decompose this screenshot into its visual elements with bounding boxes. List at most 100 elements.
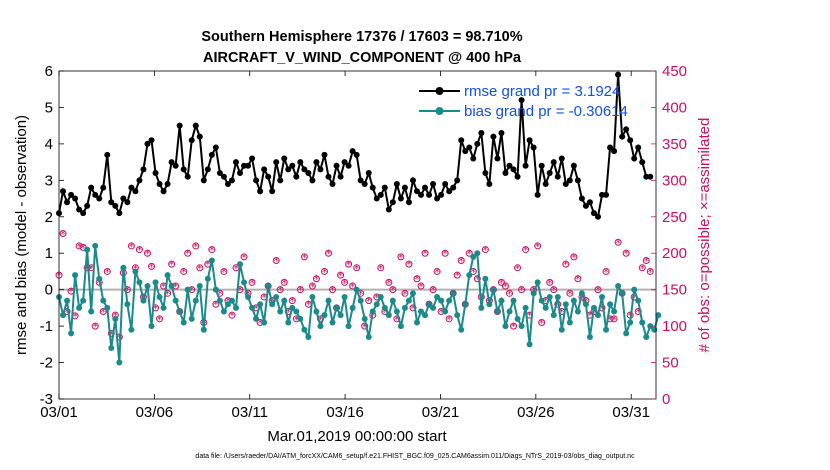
bias-point bbox=[64, 297, 71, 304]
legend-rmse-marker bbox=[435, 87, 444, 95]
obs-possible-point bbox=[123, 286, 131, 294]
y-axis-right-label: # of obs: o=possible; ×=assimilated bbox=[696, 118, 713, 353]
obs-assimilated-point: * bbox=[446, 313, 452, 326]
obs-assimilated-point: * bbox=[105, 266, 111, 279]
rmse-point bbox=[430, 180, 437, 187]
obs-possible-point bbox=[389, 286, 397, 294]
obs-possible-point bbox=[421, 249, 429, 257]
bias-point bbox=[607, 301, 614, 308]
obs-assimilated-point: * bbox=[523, 244, 529, 257]
bias-point bbox=[454, 312, 461, 319]
obs-possible-point bbox=[288, 297, 296, 305]
bias-point bbox=[518, 323, 525, 330]
bias-point bbox=[188, 315, 195, 322]
bias-point bbox=[357, 297, 364, 304]
obs-assimilated-point: * bbox=[68, 286, 74, 299]
bias-point bbox=[341, 293, 348, 300]
rmse-point bbox=[631, 155, 638, 162]
legend-bias-marker bbox=[435, 107, 444, 115]
obs-assimilated-point: * bbox=[306, 299, 312, 312]
obs-assimilated-point: * bbox=[390, 284, 396, 297]
obs-assimilated-point: * bbox=[290, 295, 296, 308]
obs-assimilated-point: * bbox=[338, 270, 344, 283]
obs-assimilated-point: * bbox=[294, 313, 300, 326]
rmse-point bbox=[100, 184, 107, 191]
bias-point bbox=[353, 286, 360, 293]
bias-point bbox=[522, 304, 529, 311]
obs-assimilated-point: * bbox=[475, 273, 481, 286]
obs-assimilated-point: * bbox=[209, 244, 215, 257]
rmse-point bbox=[442, 180, 449, 187]
obs-assimilated-point: * bbox=[346, 259, 352, 272]
x-tick-label: 03/26 bbox=[517, 404, 555, 421]
obs-assimilated-point: * bbox=[483, 244, 489, 257]
rmse-point bbox=[401, 184, 408, 191]
bias-point bbox=[253, 315, 260, 322]
bias-point bbox=[60, 312, 67, 319]
bias-point bbox=[510, 297, 517, 304]
rmse-point bbox=[228, 177, 235, 184]
rmse-point bbox=[542, 180, 549, 187]
y-left-tick-label: 1 bbox=[45, 245, 53, 262]
rmse-point bbox=[550, 159, 557, 166]
bias-point bbox=[603, 326, 610, 333]
obs-assimilated-point: * bbox=[302, 251, 308, 264]
obs-possible-point bbox=[272, 257, 280, 265]
obs-possible-point bbox=[208, 246, 216, 254]
rmse-point bbox=[92, 191, 99, 198]
bias-point bbox=[442, 308, 449, 315]
bias-point bbox=[361, 315, 368, 322]
obs-possible-point bbox=[514, 264, 522, 272]
rmse-point bbox=[297, 159, 304, 166]
obs-possible-point bbox=[320, 267, 328, 275]
y-left-tick-label: 3 bbox=[45, 172, 53, 189]
y-right-tick-label: 250 bbox=[662, 209, 687, 226]
rmse-point bbox=[237, 170, 244, 177]
obs-assimilated-point: * bbox=[249, 277, 255, 290]
obs-possible-point bbox=[341, 278, 349, 286]
rmse-point bbox=[265, 173, 272, 180]
bias-point bbox=[281, 297, 288, 304]
obs-assimilated-point: * bbox=[382, 306, 388, 319]
bias-point bbox=[599, 293, 606, 300]
bias-point bbox=[345, 323, 352, 330]
rmse-point bbox=[365, 170, 372, 177]
rmse-point bbox=[152, 170, 159, 177]
bias-point bbox=[208, 257, 215, 264]
rmse-point bbox=[418, 191, 425, 198]
rmse-point bbox=[144, 140, 151, 147]
rmse-point bbox=[446, 188, 453, 195]
obs-assimilated-point: * bbox=[88, 262, 94, 275]
bias-point bbox=[108, 344, 115, 351]
obs-assimilated-point: * bbox=[402, 288, 408, 301]
obs-assimilated-point: * bbox=[631, 291, 637, 304]
obs-assimilated-point: * bbox=[515, 262, 521, 275]
rmse-point bbox=[385, 206, 392, 213]
rmse-point bbox=[341, 159, 348, 166]
obs-possible-point bbox=[522, 246, 530, 254]
rmse-point bbox=[112, 202, 119, 209]
bias-point bbox=[140, 297, 147, 304]
bias-point bbox=[470, 253, 477, 260]
obs-assimilated-point: * bbox=[374, 291, 380, 304]
obs-possible-point bbox=[312, 275, 320, 283]
bias-point bbox=[546, 293, 553, 300]
rmse-point bbox=[164, 180, 171, 187]
bias-point bbox=[582, 301, 589, 308]
obs-possible-point bbox=[212, 300, 220, 308]
bias-point bbox=[96, 275, 103, 282]
rmse-point bbox=[281, 155, 288, 162]
bias-point bbox=[245, 293, 252, 300]
obs-assimilated-point: * bbox=[414, 273, 420, 286]
obs-assimilated-point: * bbox=[406, 259, 412, 272]
bias-point bbox=[309, 293, 316, 300]
obs-assimilated-point: * bbox=[326, 248, 332, 261]
bias-point bbox=[550, 312, 557, 319]
rmse-point bbox=[72, 195, 79, 202]
bias-point bbox=[574, 308, 581, 315]
obs-assimilated-point: * bbox=[298, 284, 304, 297]
obs-possible-point bbox=[594, 286, 602, 294]
bias-point bbox=[490, 286, 497, 293]
rmse-point bbox=[502, 170, 509, 177]
chart-title-line1: Southern Hemisphere 17376 / 17603 = 98.7… bbox=[201, 29, 522, 45]
